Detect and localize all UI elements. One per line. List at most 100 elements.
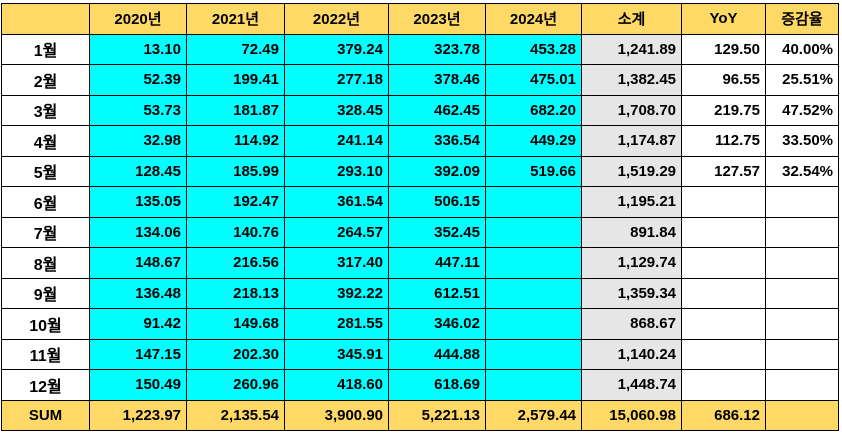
y2022-cell[interactable]: 345.91 (284, 338, 389, 370)
y2022-cell[interactable]: 418.60 (284, 369, 389, 401)
month-label-cell[interactable]: 2월 (1, 64, 90, 96)
header-corner-cell[interactable] (1, 3, 90, 35)
y2024-cell[interactable]: 519.66 (485, 155, 582, 187)
y2024-cell[interactable]: 682.20 (485, 94, 582, 126)
rate-cell[interactable]: 33.50% (765, 125, 839, 157)
y2021-cell[interactable]: 260.96 (186, 369, 285, 401)
y2020-cell[interactable]: 136.48 (89, 277, 187, 309)
month-label-cell[interactable]: 10월 (1, 308, 90, 340)
sum-rate-cell[interactable] (765, 399, 839, 431)
subtotal-cell[interactable]: 1,241.89 (581, 33, 682, 65)
sum-label-cell[interactable]: SUM (1, 399, 90, 431)
y2023-cell[interactable]: 392.09 (388, 155, 486, 187)
y2022-cell[interactable]: 281.55 (284, 308, 389, 340)
rate-cell[interactable] (765, 247, 839, 279)
rate-cell[interactable]: 25.51% (765, 64, 839, 96)
header-subtotal[interactable]: 소계 (581, 3, 682, 35)
month-label-cell[interactable]: 12월 (1, 369, 90, 401)
y2022-cell[interactable]: 241.14 (284, 125, 389, 157)
month-label-cell[interactable]: 6월 (1, 186, 90, 218)
y2023-cell[interactable]: 612.51 (388, 277, 486, 309)
y2024-cell[interactable] (485, 338, 582, 370)
subtotal-cell[interactable]: 891.84 (581, 216, 682, 248)
subtotal-cell[interactable]: 868.67 (581, 308, 682, 340)
sum-2024-cell[interactable]: 2,579.44 (485, 399, 582, 431)
rate-cell[interactable] (765, 369, 839, 401)
month-label-cell[interactable]: 1월 (1, 33, 90, 65)
header-rate[interactable]: 증감율 (765, 3, 839, 35)
y2022-cell[interactable]: 277.18 (284, 64, 389, 96)
yoy-cell[interactable] (681, 338, 766, 370)
y2023-cell[interactable]: 352.45 (388, 216, 486, 248)
y2020-cell[interactable]: 150.49 (89, 369, 187, 401)
subtotal-cell[interactable]: 1,359.34 (581, 277, 682, 309)
y2020-cell[interactable]: 91.42 (89, 308, 187, 340)
y2020-cell[interactable]: 134.06 (89, 216, 187, 248)
header-2021[interactable]: 2021년 (186, 3, 285, 35)
sum-2020-cell[interactable]: 1,223.97 (89, 399, 187, 431)
yoy-cell[interactable] (681, 369, 766, 401)
month-label-cell[interactable]: 5월 (1, 155, 90, 187)
header-2020[interactable]: 2020년 (89, 3, 187, 35)
y2022-cell[interactable]: 264.57 (284, 216, 389, 248)
y2021-cell[interactable]: 202.30 (186, 338, 285, 370)
yoy-cell[interactable] (681, 277, 766, 309)
y2022-cell[interactable]: 328.45 (284, 94, 389, 126)
y2021-cell[interactable]: 218.13 (186, 277, 285, 309)
y2020-cell[interactable]: 32.98 (89, 125, 187, 157)
y2021-cell[interactable]: 181.87 (186, 94, 285, 126)
y2020-cell[interactable]: 53.73 (89, 94, 187, 126)
y2022-cell[interactable]: 392.22 (284, 277, 389, 309)
rate-cell[interactable]: 40.00% (765, 33, 839, 65)
yoy-cell[interactable]: 219.75 (681, 94, 766, 126)
y2021-cell[interactable]: 114.92 (186, 125, 285, 157)
y2022-cell[interactable]: 361.54 (284, 186, 389, 218)
sum-yoy-cell[interactable]: 686.12 (681, 399, 766, 431)
yoy-cell[interactable] (681, 308, 766, 340)
rate-cell[interactable]: 47.52% (765, 94, 839, 126)
subtotal-cell[interactable]: 1,129.74 (581, 247, 682, 279)
rate-cell[interactable] (765, 308, 839, 340)
y2024-cell[interactable] (485, 186, 582, 218)
header-2024[interactable]: 2024년 (485, 3, 582, 35)
month-label-cell[interactable]: 8월 (1, 247, 90, 279)
subtotal-cell[interactable]: 1,708.70 (581, 94, 682, 126)
y2023-cell[interactable]: 447.11 (388, 247, 486, 279)
y2024-cell[interactable]: 453.28 (485, 33, 582, 65)
y2023-cell[interactable]: 378.46 (388, 64, 486, 96)
y2024-cell[interactable]: 449.29 (485, 125, 582, 157)
y2023-cell[interactable]: 506.15 (388, 186, 486, 218)
y2024-cell[interactable] (485, 369, 582, 401)
subtotal-cell[interactable]: 1,519.29 (581, 155, 682, 187)
header-2023[interactable]: 2023년 (388, 3, 486, 35)
yoy-cell[interactable]: 129.50 (681, 33, 766, 65)
subtotal-cell[interactable]: 1,382.45 (581, 64, 682, 96)
y2020-cell[interactable]: 135.05 (89, 186, 187, 218)
y2022-cell[interactable]: 293.10 (284, 155, 389, 187)
subtotal-cell[interactable]: 1,195.21 (581, 186, 682, 218)
yoy-cell[interactable]: 127.57 (681, 155, 766, 187)
month-label-cell[interactable]: 7월 (1, 216, 90, 248)
sum-subtotal-cell[interactable]: 15,060.98 (581, 399, 682, 431)
rate-cell[interactable] (765, 277, 839, 309)
header-yoy[interactable]: YoY (681, 3, 766, 35)
y2024-cell[interactable] (485, 247, 582, 279)
yoy-cell[interactable] (681, 186, 766, 218)
y2020-cell[interactable]: 52.39 (89, 64, 187, 96)
y2021-cell[interactable]: 185.99 (186, 155, 285, 187)
y2023-cell[interactable]: 462.45 (388, 94, 486, 126)
y2024-cell[interactable] (485, 216, 582, 248)
y2021-cell[interactable]: 216.56 (186, 247, 285, 279)
y2020-cell[interactable]: 147.15 (89, 338, 187, 370)
y2020-cell[interactable]: 13.10 (89, 33, 187, 65)
header-2022[interactable]: 2022년 (284, 3, 389, 35)
y2020-cell[interactable]: 128.45 (89, 155, 187, 187)
y2021-cell[interactable]: 140.76 (186, 216, 285, 248)
yoy-cell[interactable]: 112.75 (681, 125, 766, 157)
y2021-cell[interactable]: 199.41 (186, 64, 285, 96)
y2023-cell[interactable]: 323.78 (388, 33, 486, 65)
y2024-cell[interactable]: 475.01 (485, 64, 582, 96)
y2023-cell[interactable]: 336.54 (388, 125, 486, 157)
sum-2021-cell[interactable]: 2,135.54 (186, 399, 285, 431)
y2021-cell[interactable]: 149.68 (186, 308, 285, 340)
